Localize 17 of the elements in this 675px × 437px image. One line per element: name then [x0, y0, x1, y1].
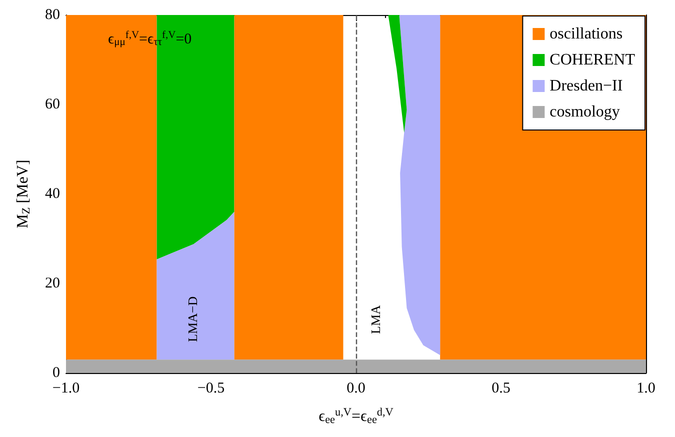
annotation: LMA−D: [185, 296, 200, 342]
y-tick-label: 20: [45, 276, 60, 292]
y-tick-label: 60: [45, 96, 60, 112]
legend-label: cosmology: [550, 104, 620, 120]
y-tick-label: 40: [45, 186, 60, 202]
x-tick-label: −1.0: [52, 380, 80, 396]
y-tick-label: 80: [45, 7, 60, 23]
legend-label: oscillations: [550, 26, 623, 42]
y-tick-label: 0: [52, 365, 60, 381]
legend-label: COHERENT: [550, 52, 636, 68]
x-tick-label: −0.5: [197, 380, 225, 396]
y-axis-title: MZ [MeV]: [14, 160, 32, 228]
legend-label: Dresden−II: [550, 78, 623, 94]
x-tick-label: 0.5: [492, 380, 510, 396]
x-tick-label: 1.0: [636, 380, 656, 396]
annotation: LMA: [368, 304, 383, 334]
x-tick-label: 0.0: [346, 380, 366, 396]
